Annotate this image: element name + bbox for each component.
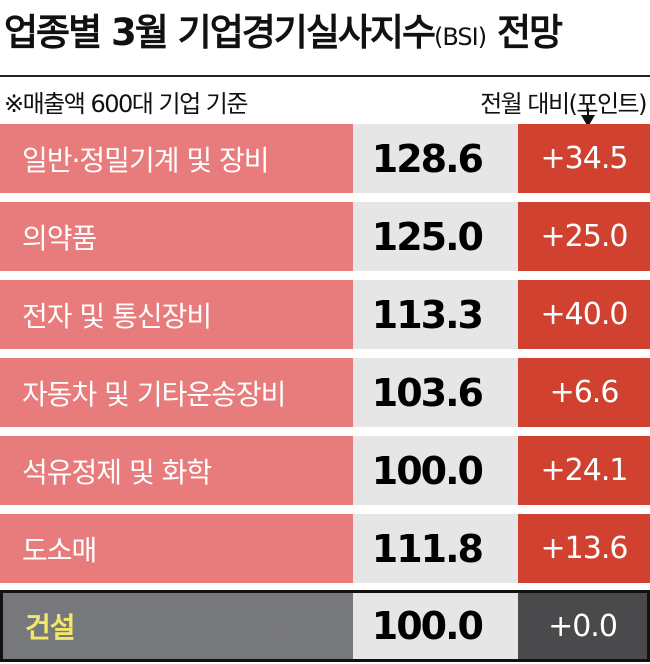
sector-label: 도소매	[0, 514, 353, 583]
bsi-value: 111.8	[353, 514, 518, 583]
table-row: 건설 100.0 +0.0	[0, 590, 650, 662]
change-value: +34.5	[518, 124, 650, 193]
change-header: 전월 대비(포인트)	[480, 90, 647, 118]
title-main: 업종별 3월 기업경기실사지수	[4, 11, 436, 54]
sector-label: 일반·정밀기계 및 장비	[0, 124, 353, 193]
bsi-value: 113.3	[353, 280, 518, 349]
table-row: 도소매 111.8 +13.6	[0, 514, 650, 583]
bsi-value: 100.0	[353, 593, 518, 659]
table-row: 석유정제 및 화학 100.0 +24.1	[0, 436, 650, 505]
change-value: +0.0	[518, 593, 647, 659]
title-suffix: (BSI)	[434, 23, 487, 51]
chart-title: 업종별 3월 기업경기실사지수(BSI) 전망	[4, 2, 563, 56]
sector-label: 자동차 및 기타운송장비	[0, 358, 353, 427]
watermark: 서울신문	[275, 612, 346, 636]
table-row: 일반·정밀기계 및 장비 128.6 +34.5	[0, 124, 650, 193]
basis-note: ※매출액 600대 기업 기준	[4, 90, 248, 118]
change-value: +6.6	[518, 358, 650, 427]
sector-label: 건설	[3, 593, 353, 659]
sector-label: 의약품	[0, 202, 353, 271]
change-value: +24.1	[518, 436, 650, 505]
table-row: 의약품 125.0 +25.0	[0, 202, 650, 271]
change-value: +13.6	[518, 514, 650, 583]
table-row: 자동차 및 기타운송장비 103.6 +6.6	[0, 358, 650, 427]
bsi-value: 128.6	[353, 124, 518, 193]
divider	[0, 75, 650, 77]
sector-label: 전자 및 통신장비	[0, 280, 353, 349]
bsi-value: 100.0	[353, 436, 518, 505]
change-value: +25.0	[518, 202, 650, 271]
bsi-value: 125.0	[353, 202, 518, 271]
title-end: 전망	[486, 11, 563, 54]
arrow-stem	[587, 108, 589, 118]
bsi-value: 103.6	[353, 358, 518, 427]
sector-label: 석유정제 및 화학	[0, 436, 353, 505]
table-row: 전자 및 통신장비 113.3 +40.0	[0, 280, 650, 349]
change-value: +40.0	[518, 280, 650, 349]
